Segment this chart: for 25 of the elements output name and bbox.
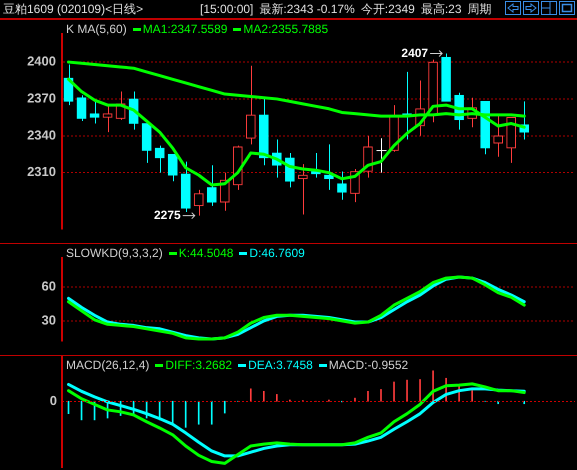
y-tick-label: 30 [42,312,56,328]
chart-title: K MA(5,60) [66,22,127,36]
y-tick-label: 2340 [27,127,56,142]
text: 最新:2343 -0.17% [259,2,355,16]
annotation: 2407 [401,46,428,60]
chart-title: SLOWKD(9,3,3,2) [66,246,163,260]
y-tick-label: 2370 [27,90,56,106]
chart-title: MACD(26,12,4) [66,358,150,372]
legend-label: MA1:2347.5589 [142,22,228,36]
legend-label: DEA:3.7458 [248,358,313,372]
ref-line-label: 0 [50,393,57,408]
legend-label: MACD:-0.9552 [328,358,408,372]
y-tick-label: 2310 [27,164,56,180]
y-tick-label: 2400 [27,54,56,69]
annotation: 2275 [154,208,182,222]
text: 周期 [468,2,492,16]
legend-label: K:44.5048 [178,246,234,260]
y-tick-label: 60 [42,278,56,294]
legend-label: MA2:2355.7885 [243,22,328,36]
text: 最高:23 [420,2,462,16]
text: 豆粕1609 (020109)<日线> [3,1,144,18]
text: [15:00:00] [200,2,254,16]
legend-label: D:46.7609 [249,246,305,260]
legend-label: DIFF:3.2682 [165,358,232,372]
text: 今开:2349 [360,2,415,16]
